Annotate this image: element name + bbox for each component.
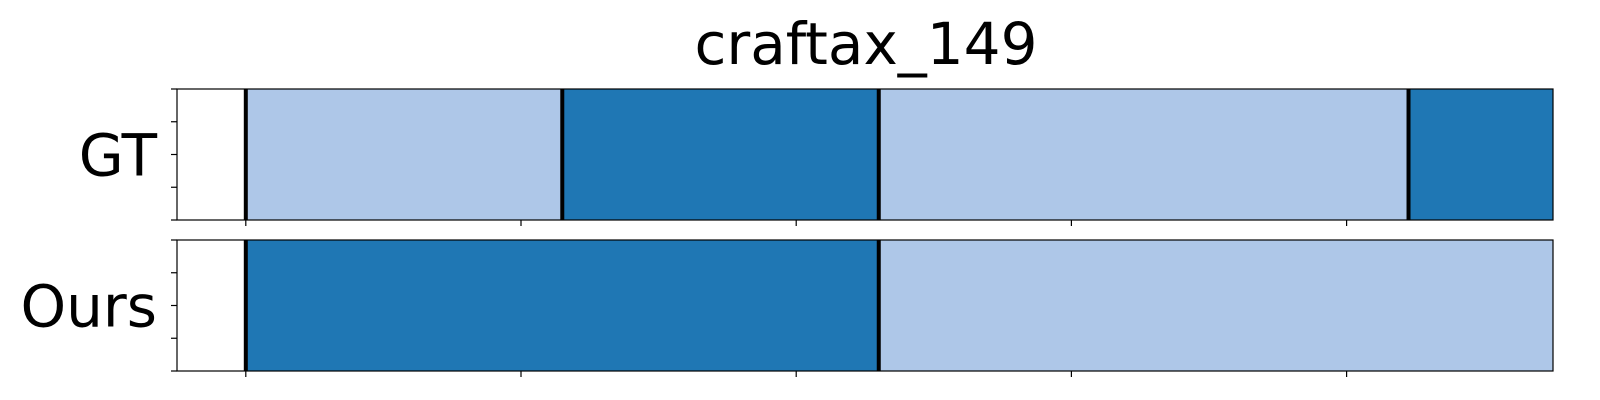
segment-gt-0 <box>245 89 563 220</box>
chart-title: craftax_149 <box>695 10 1038 78</box>
segment-ours-1 <box>878 240 1553 371</box>
segment-gt-2 <box>878 89 1409 220</box>
segment-gt-1 <box>562 89 879 220</box>
segment-ours-0 <box>245 240 879 371</box>
row-label-ours: Ours <box>21 273 157 341</box>
segment-gt-3 <box>1408 89 1553 220</box>
row-label-gt: GT <box>79 122 158 190</box>
plot-area: GT Ours <box>21 88 1554 377</box>
